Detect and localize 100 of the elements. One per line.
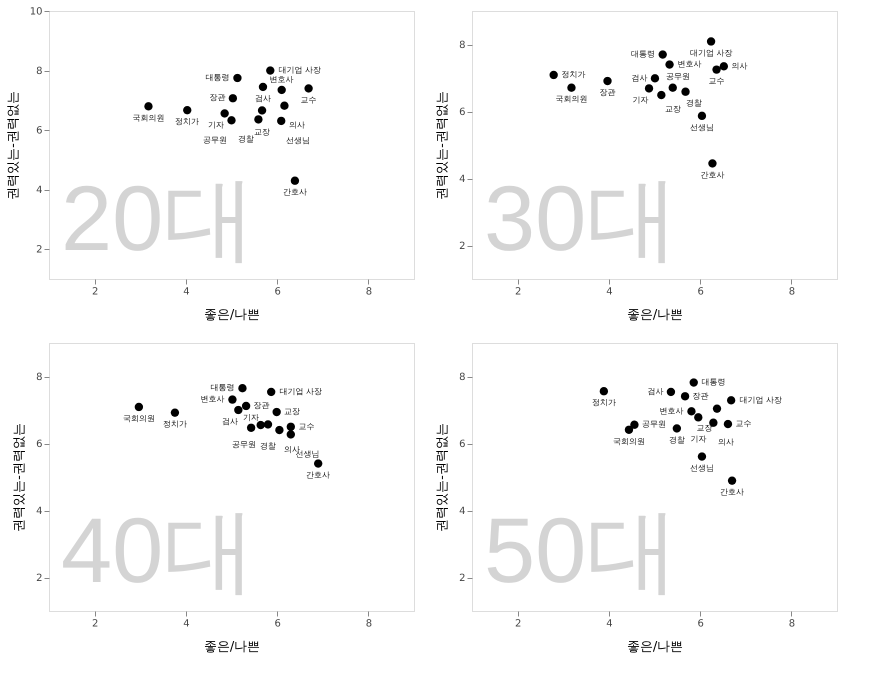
y-tick-label: 2 — [36, 573, 42, 584]
data-label: 대기업 사장 — [739, 395, 782, 404]
data-label: 공무원 — [232, 440, 256, 450]
point — [600, 387, 608, 396]
point — [668, 84, 677, 92]
x-tick-label: 2 — [514, 618, 522, 630]
point — [706, 37, 716, 46]
point — [272, 408, 281, 416]
point — [724, 420, 732, 428]
data-label: 교수 — [300, 95, 317, 104]
data-label: 장관 — [254, 400, 270, 410]
point — [630, 420, 639, 429]
x-tick-label: 4 — [183, 618, 190, 630]
x-axis-title: 좋은/나쁜 — [204, 640, 260, 654]
data-label: 간호사 — [282, 188, 307, 197]
data-label: 국회의원 — [122, 414, 155, 423]
data-label: 경찰 — [668, 435, 685, 444]
point — [246, 424, 256, 432]
data-label: 교장 — [664, 104, 681, 114]
point — [286, 430, 295, 439]
data-label: 국회의원 — [612, 436, 645, 446]
data-label: 대기업 사장 — [278, 66, 322, 75]
point — [567, 84, 576, 92]
point — [258, 82, 268, 92]
point — [720, 62, 728, 70]
data-label: 교장 — [254, 127, 270, 136]
point — [698, 452, 706, 461]
y-tick-label: 6 — [36, 126, 42, 137]
x-tick-label: 4 — [183, 286, 190, 298]
point — [549, 70, 558, 80]
y-tick-label: 2 — [36, 244, 42, 256]
point — [681, 88, 690, 96]
data-label: 국회의원 — [132, 113, 164, 122]
point — [708, 159, 717, 168]
x-tick-label: 8 — [366, 286, 372, 298]
data-label: 간호사 — [700, 170, 724, 180]
point — [277, 116, 286, 126]
data-label: 기자 — [632, 95, 649, 104]
y-axis-title: 권력있는-권력없는 — [12, 423, 28, 532]
data-label: 장관 — [692, 391, 709, 400]
data-label: 교장 — [284, 407, 300, 416]
point — [290, 176, 300, 185]
point — [242, 402, 250, 410]
point — [183, 106, 192, 114]
x-tick-label: 2 — [92, 286, 98, 298]
data-label: 대통령 — [701, 378, 726, 387]
y-tick-label: 4 — [459, 506, 466, 517]
point — [687, 407, 696, 416]
data-label: 교수 — [735, 419, 752, 428]
data-label: 장관 — [209, 93, 226, 102]
data-label: 간호사 — [306, 470, 330, 480]
data-label: 경찰 — [238, 134, 254, 144]
data-label: 교수 — [298, 422, 314, 431]
data-label: 대통령 — [210, 383, 235, 392]
x-tick-label: 6 — [697, 618, 704, 630]
point — [233, 74, 242, 82]
y-tick-label: 6 — [459, 107, 466, 118]
data-label: 정치가 — [175, 117, 200, 126]
y-tick-label: 4 — [459, 174, 466, 185]
point — [658, 50, 667, 59]
data-label: 대통령 — [630, 50, 655, 59]
data-label: 선생님 — [690, 122, 714, 132]
x-tick-label: 4 — [606, 618, 613, 630]
y-tick-label: 6 — [36, 439, 42, 450]
point — [264, 420, 272, 429]
point — [624, 426, 634, 434]
data-label: 공무원 — [202, 135, 227, 144]
point — [712, 65, 721, 74]
point — [280, 102, 289, 110]
point — [314, 459, 322, 468]
data-label: 검사 — [222, 417, 238, 426]
data-label: 경찰 — [260, 441, 276, 450]
point — [672, 424, 682, 433]
data-label: 검사 — [647, 386, 664, 396]
point — [220, 109, 229, 118]
point — [134, 402, 144, 412]
data-label: 교수 — [708, 76, 725, 86]
point — [304, 84, 313, 93]
y-tick-label: 10 — [30, 6, 42, 18]
x-tick-label: 2 — [92, 618, 98, 630]
point — [728, 476, 736, 485]
point — [258, 106, 266, 115]
x-tick-label: 2 — [514, 286, 522, 298]
point — [712, 404, 722, 413]
data-label: 선생님 — [286, 136, 310, 145]
x-tick-label: 6 — [274, 618, 281, 630]
y-tick-label: 2 — [459, 573, 466, 584]
x-tick-label: 8 — [788, 618, 796, 630]
x-tick-label: 8 — [788, 286, 796, 298]
data-label: 의사 — [731, 61, 748, 70]
data-label: 대기업 사장 — [279, 386, 322, 396]
data-label: 의사 — [718, 438, 734, 447]
point — [694, 413, 702, 422]
data-label: 정치가 — [162, 420, 187, 429]
x-axis-title: 좋은/나쁜 — [626, 640, 684, 654]
y-tick-label: 6 — [459, 439, 466, 450]
point — [698, 112, 706, 120]
data-label: 검사 — [631, 73, 648, 82]
y-tick-label: 8 — [36, 372, 42, 383]
data-label: 경찰 — [686, 98, 702, 108]
